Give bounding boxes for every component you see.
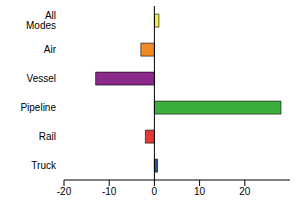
- svg-text:10: 10: [194, 186, 206, 197]
- svg-text:-10: -10: [102, 186, 117, 197]
- svg-text:Air: Air: [44, 44, 57, 55]
- svg-text:Pipeline: Pipeline: [20, 102, 56, 113]
- svg-text:0: 0: [152, 186, 158, 197]
- svg-text:-20: -20: [57, 186, 72, 197]
- svg-text:AllModes: AllModes: [26, 10, 56, 31]
- svg-text:Vessel: Vessel: [27, 73, 56, 84]
- svg-text:Truck: Truck: [31, 160, 57, 171]
- svg-text:Rail: Rail: [39, 131, 56, 142]
- svg-text:20: 20: [239, 186, 251, 197]
